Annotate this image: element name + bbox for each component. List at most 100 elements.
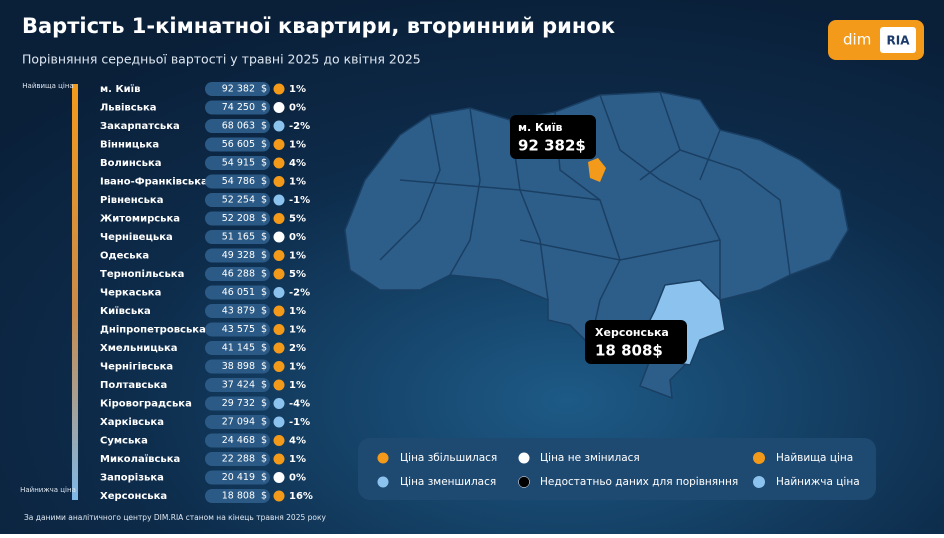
legend-label: Ціна збільшилася — [400, 452, 497, 464]
trend-icon — [273, 453, 285, 465]
price-pill — [205, 100, 270, 115]
change: 1% — [289, 251, 306, 262]
currency: $ — [261, 380, 267, 391]
trend-icon — [273, 120, 285, 132]
region-name: Чернігівська — [100, 362, 173, 373]
legend-label: Недостатньо даних для порівняння — [540, 476, 738, 488]
scale-bar — [72, 84, 78, 500]
trend-icon — [273, 435, 285, 446]
trend-icon — [273, 416, 285, 428]
currency: $ — [261, 324, 267, 335]
price: 49 328 — [222, 250, 255, 261]
change: 16% — [289, 491, 313, 502]
price: 22 288 — [222, 454, 255, 465]
currency: $ — [261, 361, 267, 372]
currency: $ — [261, 454, 267, 465]
price: 24 468 — [222, 435, 255, 446]
change: 0% — [289, 232, 306, 243]
currency: $ — [261, 213, 267, 224]
price-pill — [205, 248, 270, 263]
callout-value: 18 808$ — [595, 342, 663, 360]
price-pill — [205, 119, 270, 133]
currency: $ — [261, 435, 267, 446]
price: 52 208 — [222, 213, 255, 224]
price-pill — [205, 193, 270, 207]
currency: $ — [261, 306, 267, 317]
price-pill — [205, 470, 270, 485]
change: 5% — [289, 269, 306, 280]
price-pill — [205, 267, 270, 281]
legend: Ціна збільшилася Ціна не змінилася Найви… — [358, 438, 876, 500]
region-name: Житомирська — [100, 214, 180, 225]
price-pill — [205, 378, 270, 392]
region-name: Херсонська — [100, 491, 167, 502]
currency: $ — [261, 343, 267, 354]
region-name: Миколаївська — [100, 453, 180, 465]
callout-name: Херсонська — [595, 326, 669, 339]
change: 4% — [289, 158, 306, 169]
currency: $ — [261, 417, 267, 428]
trend-icon — [273, 472, 285, 483]
region-name: Закарпатська — [100, 121, 180, 132]
icon-up — [377, 452, 389, 464]
trend-icon — [273, 268, 285, 280]
trend-icon — [273, 231, 285, 243]
trend-icon — [273, 398, 285, 409]
price-pill — [205, 396, 270, 411]
currency: $ — [261, 232, 267, 243]
trend-icon — [273, 490, 285, 502]
change: 1% — [289, 380, 306, 391]
icon-same — [518, 452, 530, 464]
price: 56 605 — [222, 139, 255, 150]
region-name: Тернопільська — [100, 269, 184, 280]
change: -1% — [289, 417, 310, 428]
trend-icon — [273, 305, 285, 317]
region-name: Сумська — [100, 436, 148, 447]
region-name: Чернівецька — [100, 232, 173, 243]
price: 68 063 — [222, 121, 255, 132]
region-name: Дніпропетровська — [100, 325, 206, 336]
change: -2% — [289, 121, 310, 132]
price: 54 915 — [222, 158, 255, 169]
trend-icon — [273, 102, 285, 113]
change: 2% — [289, 343, 306, 354]
icon-nodata — [518, 476, 530, 488]
price: 46 288 — [222, 269, 255, 280]
legend-box — [358, 438, 876, 500]
change: -1% — [289, 195, 310, 206]
region-name: Івано-Франківська — [100, 177, 208, 188]
change: 1% — [289, 84, 306, 95]
price-pill — [205, 174, 270, 189]
price: 43 575 — [222, 324, 255, 335]
currency: $ — [261, 102, 267, 113]
scale-label: Найвища ціна — [22, 82, 73, 90]
region-name: Волинська — [100, 158, 162, 169]
icon-down — [377, 476, 389, 488]
region-name: Полтавська — [100, 380, 167, 391]
price: 38 898 — [222, 361, 255, 372]
price: 92 382 — [222, 84, 255, 95]
price-pill — [205, 359, 270, 374]
legend-label: Найнижча ціна — [776, 476, 860, 488]
currency: $ — [261, 472, 267, 483]
price-pill — [205, 489, 270, 503]
logo-text: dim — [843, 31, 871, 49]
price: 74 250 — [222, 102, 255, 113]
trend-icon — [273, 324, 285, 335]
trend-icon — [273, 176, 285, 187]
price-pill — [205, 156, 270, 170]
price: 29 732 — [222, 398, 255, 409]
legend-label: Найвища ціна — [776, 452, 853, 464]
currency: $ — [261, 84, 267, 95]
callout-value: 92 382$ — [518, 137, 586, 155]
currency: $ — [261, 398, 267, 409]
legend-label: Ціна зменшилася — [400, 476, 496, 488]
trend-icon — [273, 361, 285, 372]
trend-icon — [273, 157, 285, 169]
trend-icon — [273, 342, 285, 354]
currency: $ — [261, 195, 267, 206]
currency: $ — [261, 158, 267, 169]
price: 43 879 — [222, 306, 255, 317]
region-name: Кіровоградська — [100, 399, 192, 410]
currency: $ — [261, 176, 267, 187]
